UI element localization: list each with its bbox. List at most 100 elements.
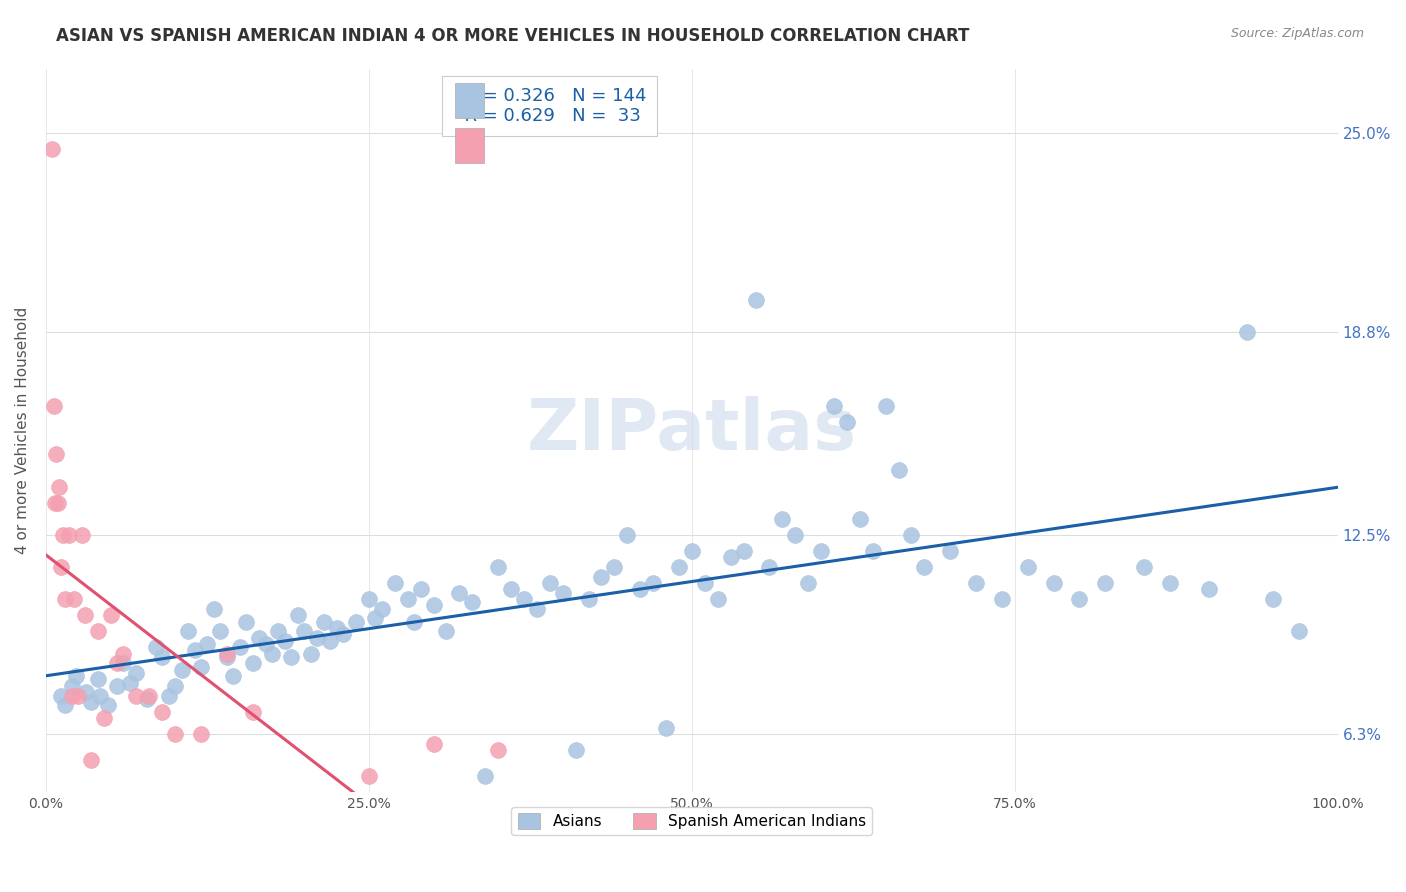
Point xyxy=(53,698,76,713)
Point xyxy=(797,576,820,591)
Point xyxy=(668,560,690,574)
Point xyxy=(157,689,180,703)
Point xyxy=(384,576,406,591)
Point xyxy=(125,665,148,680)
Point xyxy=(280,649,302,664)
Point xyxy=(105,657,128,671)
Point xyxy=(616,527,638,541)
Point xyxy=(591,569,613,583)
Point xyxy=(357,769,380,783)
Point xyxy=(319,881,342,892)
Point xyxy=(118,675,141,690)
Point xyxy=(42,399,65,413)
Point xyxy=(1069,592,1091,607)
Point xyxy=(215,647,238,661)
Y-axis label: 4 or more Vehicles in Household: 4 or more Vehicles in Household xyxy=(15,307,30,554)
Point xyxy=(409,582,432,597)
Point xyxy=(53,592,76,607)
Point xyxy=(63,592,86,607)
Point xyxy=(60,679,83,693)
Point xyxy=(991,592,1014,607)
Point xyxy=(170,663,193,677)
Point xyxy=(499,582,522,597)
Point xyxy=(526,601,548,615)
Point xyxy=(643,576,665,591)
Point xyxy=(299,647,322,661)
Point xyxy=(112,647,135,661)
Point xyxy=(770,511,793,525)
Point xyxy=(551,585,574,599)
Point xyxy=(693,576,716,591)
Point xyxy=(706,592,728,607)
Point xyxy=(785,527,807,541)
Point xyxy=(357,592,380,607)
Point xyxy=(229,640,252,655)
Point xyxy=(655,721,678,735)
Point xyxy=(254,637,277,651)
Point xyxy=(80,695,103,709)
Point xyxy=(513,592,536,607)
Point xyxy=(564,743,586,757)
Point xyxy=(292,624,315,639)
Point xyxy=(325,621,347,635)
Point xyxy=(862,544,884,558)
Point xyxy=(364,611,387,625)
Point xyxy=(1133,560,1156,574)
Point xyxy=(404,615,426,629)
Point xyxy=(887,463,910,477)
Point xyxy=(242,705,264,719)
Point xyxy=(215,649,238,664)
Point xyxy=(65,669,87,683)
Point xyxy=(145,640,167,655)
Point xyxy=(474,769,496,783)
Point xyxy=(436,624,458,639)
Point xyxy=(242,657,264,671)
Point xyxy=(1042,576,1064,591)
Point xyxy=(900,527,922,541)
Point xyxy=(209,624,232,639)
Point xyxy=(51,689,73,703)
Point xyxy=(58,527,80,541)
Point xyxy=(51,560,73,574)
Point xyxy=(235,615,257,629)
Point xyxy=(733,544,755,558)
Point xyxy=(222,669,245,683)
Point xyxy=(177,624,200,639)
Point xyxy=(80,753,103,767)
Point xyxy=(190,727,212,741)
Point xyxy=(190,659,212,673)
Point xyxy=(48,479,70,493)
Point xyxy=(965,576,987,591)
Point xyxy=(1288,624,1310,639)
Point xyxy=(486,560,509,574)
Point xyxy=(183,643,205,657)
Point xyxy=(312,615,335,629)
Point xyxy=(46,495,69,509)
Point xyxy=(105,679,128,693)
Point xyxy=(1198,582,1220,597)
FancyBboxPatch shape xyxy=(456,128,484,162)
Point xyxy=(1236,325,1258,339)
Point xyxy=(52,527,75,541)
Point xyxy=(745,293,768,307)
Point xyxy=(165,727,187,741)
Point xyxy=(138,689,160,703)
Point xyxy=(461,595,484,609)
Text: ASIAN VS SPANISH AMERICAN INDIAN 4 OR MORE VEHICLES IN HOUSEHOLD CORRELATION CHA: ASIAN VS SPANISH AMERICAN INDIAN 4 OR MO… xyxy=(56,27,970,45)
Text: R = 0.326   N = 144
  R = 0.629   N =  33: R = 0.326 N = 144 R = 0.629 N = 33 xyxy=(453,87,647,126)
Point xyxy=(75,685,97,699)
Point xyxy=(875,399,897,413)
Point xyxy=(125,689,148,703)
Point xyxy=(89,689,111,703)
Point xyxy=(41,142,63,156)
Point xyxy=(150,705,173,719)
Point xyxy=(165,679,187,693)
Point xyxy=(422,599,444,613)
Point xyxy=(93,711,115,725)
Text: ZIPatlas: ZIPatlas xyxy=(527,396,856,465)
Point xyxy=(681,544,703,558)
Point xyxy=(44,495,66,509)
Point xyxy=(1159,576,1181,591)
Point xyxy=(247,631,270,645)
Point xyxy=(197,637,219,651)
